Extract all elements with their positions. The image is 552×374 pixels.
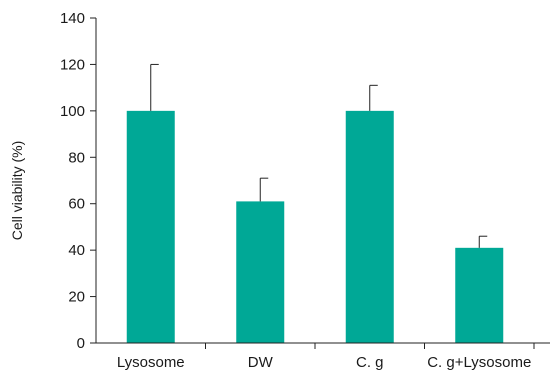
y-tick-label: 100 [60,103,85,120]
x-axis-ticks: Lysosome DW C. g C. g+Lysosome [117,343,535,371]
y-tick-label: 60 [68,196,85,213]
x-category-label: C. g+Lysosome [427,354,531,371]
bar [126,110,175,343]
y-tick-label: 140 [60,10,85,27]
y-axis-title: Cell viability (%) [9,141,25,241]
x-category-label: C. g [356,354,384,371]
y-tick-label: 20 [68,289,85,306]
error-bars [150,63,488,248]
bar [345,110,394,343]
y-tick-label: 80 [68,149,85,166]
y-axis-ticks: 0 20 40 60 80 100 120 140 [60,10,96,352]
x-category-label: Lysosome [117,354,185,371]
bar [455,247,504,343]
y-tick-label: 0 [77,335,85,352]
bars [126,110,504,343]
y-tick-label: 120 [60,56,85,73]
x-category-label: DW [248,354,274,371]
bar [236,201,285,343]
y-tick-label: 40 [68,242,85,259]
